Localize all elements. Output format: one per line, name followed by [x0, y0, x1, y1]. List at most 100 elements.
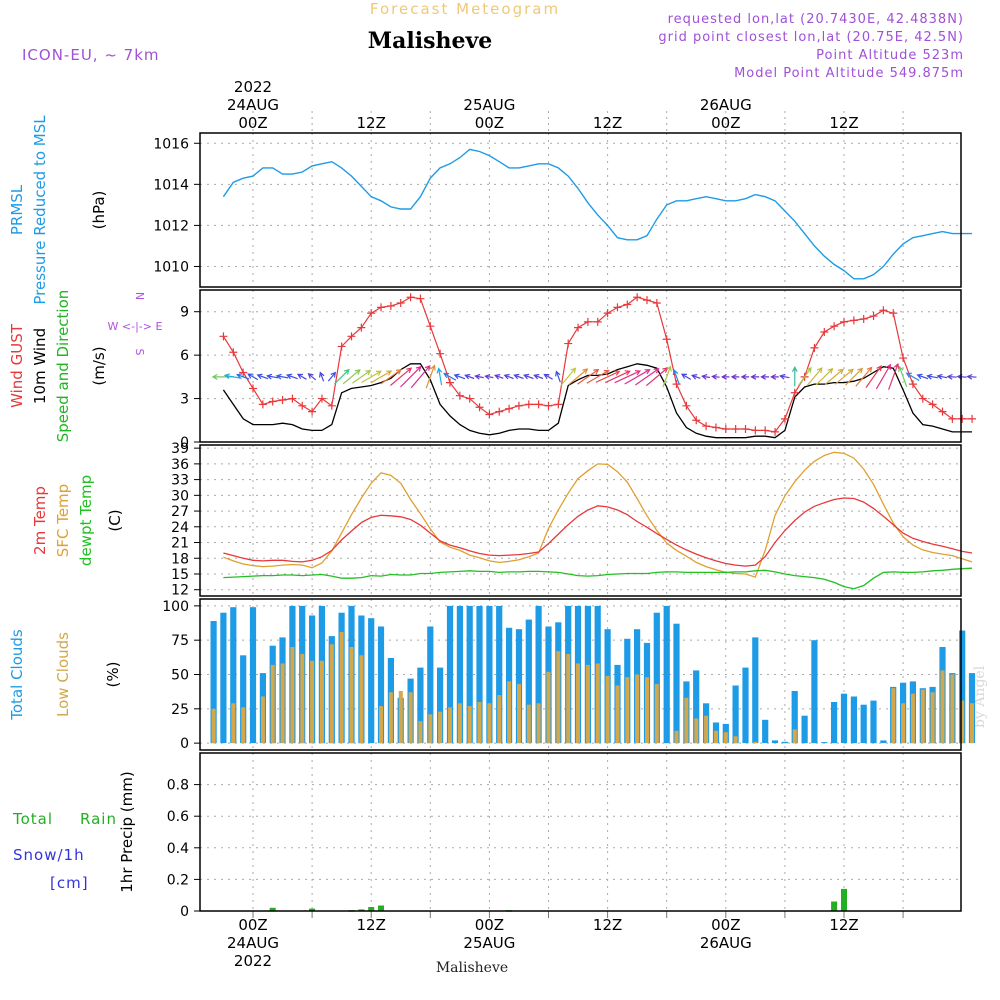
wind-direction-arrow: [750, 373, 760, 380]
y-tick-label: 1014: [153, 177, 189, 193]
y-tick-label: 39: [171, 441, 189, 457]
wind-direction-arrow: [400, 365, 422, 388]
wind-direction-arrow: [916, 373, 929, 380]
y-tick-label: 15: [171, 567, 189, 583]
wind-direction-arrow: [770, 373, 779, 380]
wind-direction-arrow: [474, 373, 484, 380]
wind-direction-arrow: [577, 368, 600, 385]
wind-direction-arrow: [898, 365, 908, 388]
wind-direction-arrow: [503, 373, 514, 380]
gust-marker: [514, 401, 523, 410]
wind-direction-arrow: [555, 370, 561, 383]
rain-bar: [358, 909, 365, 911]
rain-bar: [831, 901, 838, 911]
wind-direction-arrow: [334, 368, 350, 385]
total-cloud-bar: [840, 693, 848, 744]
gust-marker: [337, 342, 346, 351]
footer-location: Malisheve: [436, 960, 508, 976]
panel-frame: [199, 752, 962, 912]
wind-direction-arrow: [815, 367, 834, 386]
wind-direction-arrow: [560, 367, 577, 386]
gust-marker: [564, 339, 573, 348]
low-cloud-bar: [615, 685, 620, 744]
y-axis-label: (m/s): [90, 346, 108, 385]
wind-direction-arrow: [595, 370, 621, 383]
wind-direction-arrow: [740, 373, 750, 380]
low-cloud-bar: [635, 674, 640, 744]
low-cloud-bar: [300, 653, 305, 744]
dewpoint-line: [223, 567, 973, 590]
low-cloud-bar: [704, 715, 709, 744]
wind-direction-arrow: [946, 373, 957, 380]
total-cloud-bar: [427, 626, 434, 744]
low-cloud-bar: [290, 647, 295, 744]
gust-marker: [347, 332, 356, 341]
gust-marker: [475, 403, 484, 412]
gust-marker: [692, 416, 701, 425]
gust-marker: [879, 306, 888, 315]
gust-marker: [721, 424, 730, 433]
wind-direction-arrow: [824, 368, 844, 385]
model-label: ICON-EU, ~ 7km: [22, 46, 160, 64]
gust-marker: [505, 404, 514, 413]
gust-marker: [495, 407, 504, 416]
wind-direction-arrow: [236, 373, 250, 380]
y-tick-label: 50: [171, 668, 189, 684]
low-cloud-bar: [241, 707, 246, 744]
low-cloud-bar: [694, 718, 699, 744]
gust-marker: [406, 293, 415, 302]
gust-marker: [258, 400, 267, 409]
time-label-top: 00Z: [475, 114, 504, 132]
total-cloud-bar: [752, 637, 759, 744]
temp-sfc-line: [223, 451, 973, 578]
wind-direction-arrow: [266, 373, 279, 380]
gust-marker: [928, 400, 937, 409]
total-cloud-bar: [742, 667, 749, 744]
low-cloud-bar: [319, 660, 324, 744]
total-cloud-bar: [663, 605, 670, 744]
gust-marker: [810, 343, 819, 352]
time-label-bottom: 00Z: [711, 916, 740, 934]
total-cloud-bar: [535, 605, 542, 744]
low-cloud-bar: [536, 703, 541, 744]
low-cloud-bar: [526, 704, 531, 744]
y-tick-label: 0.8: [167, 778, 189, 794]
gust-marker: [485, 410, 494, 419]
wind-direction-arrow: [672, 368, 680, 384]
low-cloud-bar: [438, 711, 443, 744]
low-cloud-bar: [398, 691, 403, 744]
wind-direction-arrow: [533, 373, 544, 380]
frames-layer: [194, 132, 962, 912]
panel-label: SFC Temp: [54, 484, 72, 557]
gust-marker: [780, 414, 789, 423]
text-layer: 1010 1012 1014 1016 PRMSL Pressure Reduced to…: [8, 78, 859, 970]
total-cloud-bar: [220, 612, 227, 744]
panel-frame: [199, 444, 962, 597]
wind-direction-arrow: [275, 373, 289, 380]
gust-marker: [741, 424, 750, 433]
gust-marker: [702, 422, 711, 431]
wind-direction-arrow: [453, 373, 466, 380]
low-cloud-bar: [910, 693, 915, 744]
gust-marker: [455, 391, 464, 400]
time-label-top: 12Z: [829, 114, 858, 132]
wind-direction-arrow: [223, 373, 242, 379]
total-cloud-bar: [880, 740, 887, 744]
total-cloud-bar: [249, 607, 257, 744]
y-tick-label: 1010: [153, 259, 189, 275]
gust-marker: [268, 397, 277, 406]
gust-marker: [958, 414, 967, 423]
wind-direction-arrow: [966, 373, 977, 380]
y-tick-label: 75: [171, 633, 189, 649]
wind-direction-arrow: [624, 369, 651, 385]
total-cloud-bar: [437, 667, 444, 744]
y-tick-label: 0: [180, 736, 189, 752]
y-tick-label: 12: [171, 583, 189, 599]
gust-marker: [249, 384, 257, 393]
total-cloud-bar: [850, 696, 857, 744]
wind-direction-arrow: [875, 363, 892, 390]
time-label-bottom: 00Z: [238, 916, 267, 934]
gust-marker: [662, 335, 671, 344]
y-tick-label: 0.2: [167, 872, 189, 888]
panel-label: Pressure Reduced to MSL: [31, 115, 49, 305]
